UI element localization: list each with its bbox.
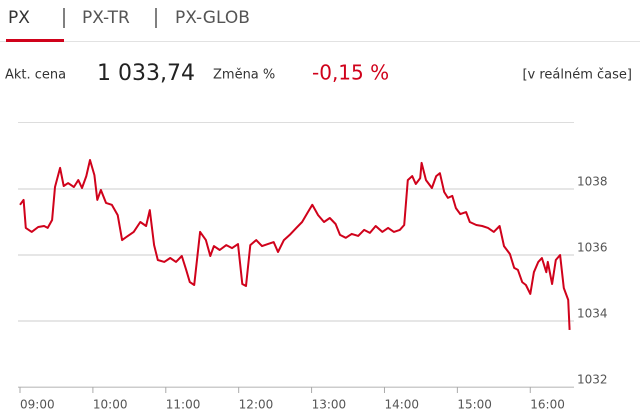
x-tick-label: 14:00 xyxy=(384,398,419,412)
y-tick-label: 1036 xyxy=(577,241,608,255)
tab[interactable]: PX-TR xyxy=(82,8,130,28)
change: -0,15 % xyxy=(312,61,389,85)
active-tab-underline xyxy=(6,39,64,42)
y-tick-label: 1038 xyxy=(577,175,608,189)
realtime-link[interactable]: [v reálném čase] xyxy=(522,68,632,83)
y-tick-label: 1032 xyxy=(577,373,608,387)
x-tick-label: 10:00 xyxy=(93,398,128,412)
x-tick-label: 12:00 xyxy=(239,398,274,412)
price-label: Akt. cena xyxy=(5,68,66,83)
x-tick-label: 09:00 xyxy=(20,398,55,412)
price-line xyxy=(19,159,571,330)
tab[interactable]: PX-GLOB xyxy=(175,8,250,28)
change-label: Změna % xyxy=(213,68,275,83)
x-tick-label: 13:00 xyxy=(312,398,347,412)
tab[interactable]: PX xyxy=(8,8,30,28)
price: 1 033,74 xyxy=(97,61,195,86)
x-tick-label: 11:00 xyxy=(166,398,201,412)
x-tick-label: 16:00 xyxy=(530,398,565,412)
y-tick-label: 1034 xyxy=(577,307,608,321)
x-tick-label: 15:00 xyxy=(457,398,492,412)
